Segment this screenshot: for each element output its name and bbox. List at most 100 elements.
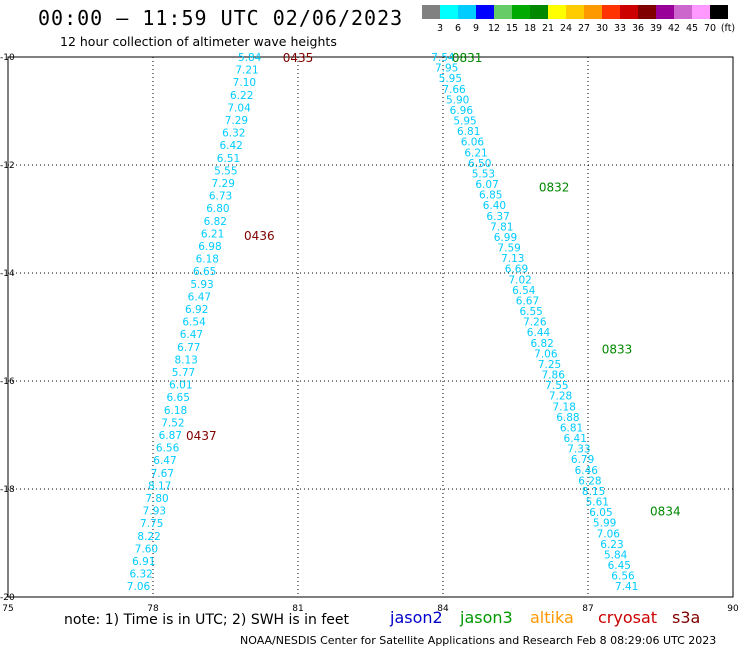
color-scale-label: 27 [577,23,591,34]
page-title: 00:00 — 11:59 UTC 02/06/2023 [38,6,404,30]
color-swatch [584,5,602,19]
wave-height-value: 6.47 [153,455,176,467]
wave-height-value: 5.99 [593,518,616,530]
y-tick-label: -14 [0,269,15,279]
color-scale-label: 6 [454,23,462,34]
wave-height-value: 7.21 [235,65,258,77]
wave-height-value: 7.18 [553,401,576,413]
x-tick-label: 78 [147,604,159,614]
x-tick-label: 75 [2,604,13,614]
wave-height-value: 5.95 [439,73,462,85]
wave-height-value: 6.21 [201,228,224,240]
wave-height-value: 7.33 [567,444,590,456]
color-scale-label: 21 [541,23,555,34]
color-scale-label: 18 [523,23,537,34]
x-tick-label: 84 [437,604,449,614]
wave-height-value: 6.18 [164,405,187,417]
color-swatch [422,5,440,19]
wave-height-value: 6.18 [196,254,219,266]
pass-time-label: 0833 [602,343,633,357]
wave-height-value: 7.75 [140,518,163,530]
wave-height-value: 7.06 [127,581,151,593]
color-swatch [476,5,494,19]
wave-height-value: 7.80 [145,493,168,505]
color-scale-label: 42 [667,23,681,34]
wave-height-value: 7.93 [143,506,166,518]
color-scale-label: 9 [472,23,480,34]
wave-height-value: 7.66 [442,84,466,96]
color-swatch [548,5,566,19]
wave-height-value: 7.81 [490,221,513,233]
wave-height-value: 5.61 [586,497,609,509]
color-swatch [602,5,620,19]
wave-height-value: 6.07 [475,179,498,191]
wave-height-value: 6.56 [611,571,635,583]
color-scale-label: 15 [505,23,519,34]
color-scale-label: 36 [631,23,645,34]
pass-time-label: 0831 [452,51,483,65]
color-swatch [692,5,710,19]
wave-height-value: 6.73 [209,191,232,203]
color-swatch [440,5,458,19]
wave-height-value: 7.25 [538,359,561,371]
wave-height-value: 7.26 [523,317,547,329]
wave-height-value: 8.15 [582,486,605,498]
pass-time-label: 0834 [650,505,681,519]
wave-height-value: 7.52 [161,417,184,429]
wave-height-value: 5.95 [453,116,476,128]
wave-height-value: 6.32 [129,569,152,581]
wave-height-value: 7.06 [534,348,558,360]
wave-height-value: 7.29 [225,115,248,127]
wave-height-value: 6.21 [464,147,487,159]
color-swatch [566,5,584,19]
wave-height-value: 7.60 [135,543,158,555]
color-scale-label: 45 [685,23,699,34]
y-tick-label: -12 [0,161,15,171]
plot-frame [7,56,734,598]
credit-line: NOAA/NESDIS Center for Satellite Applica… [240,634,717,647]
wave-height-value: 5.77 [172,367,195,379]
satellite-label: jason3 [460,608,513,627]
wave-height-value: 6.77 [177,342,200,354]
wave-height-value: 6.50 [468,158,491,170]
wave-height-value: 6.01 [169,380,192,392]
pass-time-label: 0436 [244,229,275,243]
wave-height-value: 6.37 [486,211,509,223]
x-tick-label: 87 [582,604,593,614]
wave-height-value: 5.53 [472,168,495,180]
wave-height-value: 6.47 [188,291,211,303]
color-swatch [710,5,728,19]
color-swatch [494,5,512,19]
wave-height-value: 6.28 [578,475,601,487]
wave-height-value: 6.56 [156,443,180,455]
wave-height-value: 6.23 [600,539,623,551]
wave-height-value: 6.65 [167,392,190,404]
wave-height-value: 6.41 [564,433,587,445]
x-tick-label: 90 [727,604,739,614]
wave-height-value: 7.67 [151,468,174,480]
color-scale-label: 33 [613,23,627,34]
y-tick-label: -18 [0,485,15,495]
wave-height-value: 7.02 [508,274,531,286]
wave-height-value: 6.47 [180,329,203,341]
color-scale-label: 12 [487,23,501,34]
pass-time-label: 0437 [186,429,217,443]
pass-time-label: 0832 [539,181,570,195]
footer-note: note: 1) Time is in UTC; 2) SWH is in fe… [64,612,350,628]
wave-height-value: 8.17 [148,480,171,492]
wave-height-value: 7.29 [212,178,235,190]
wave-height-value: 6.80 [206,203,229,215]
wave-height-value: 7.95 [435,63,458,75]
wave-height-value: 6.51 [217,153,240,165]
wave-height-value: 6.42 [219,140,242,152]
page-subtitle: 12 hour collection of altimeter wave hei… [60,34,337,49]
wave-height-value: 5.55 [214,165,237,177]
satellite-label: s3a [672,608,701,627]
wave-height-value: 6.32 [222,128,245,140]
satellite-label: cryosat [598,608,658,627]
color-scale-label: 39 [649,23,663,34]
wave-height-value: 6.06 [461,137,485,149]
wave-height-value: 6.99 [494,232,517,244]
wave-height-value: 6.65 [193,266,216,278]
x-tick-label: 81 [292,604,303,614]
